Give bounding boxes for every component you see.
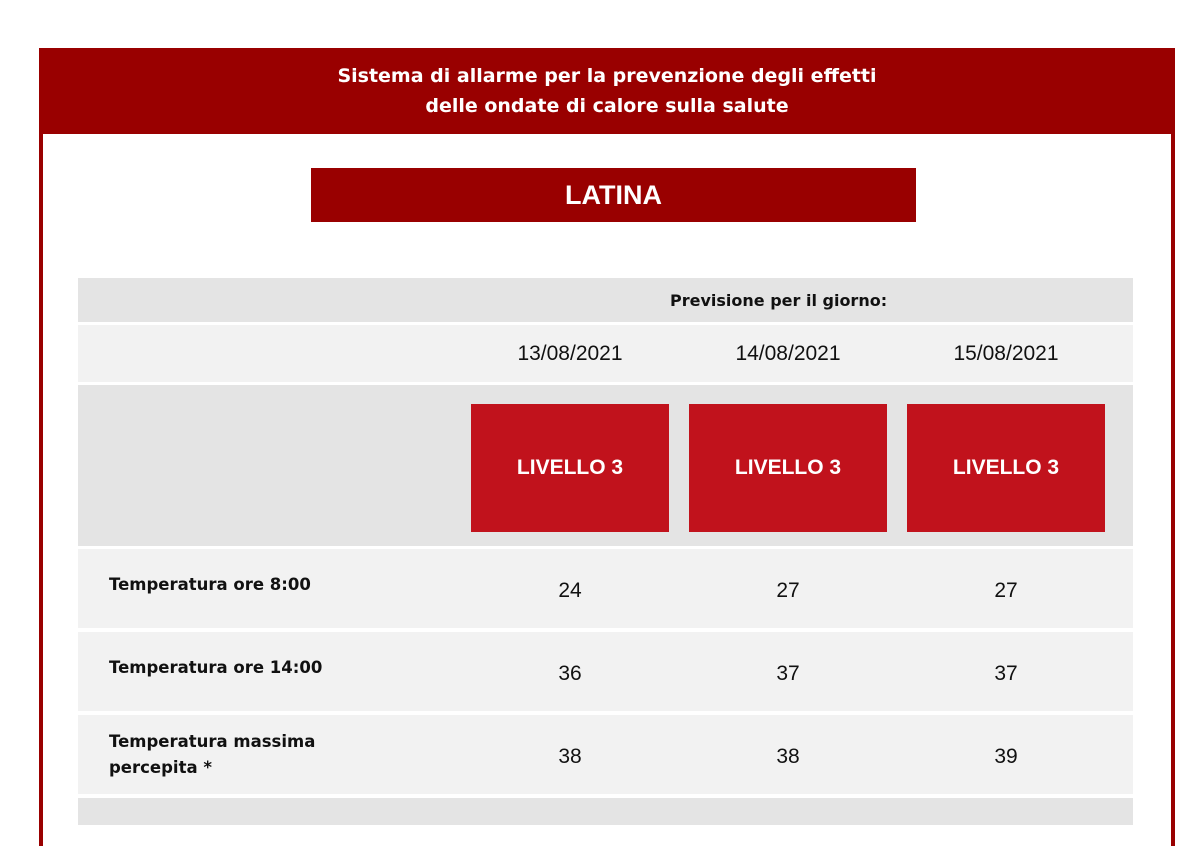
- header-banner: Sistema di allarme per la prevenzione de…: [39, 48, 1175, 134]
- forecast-header-row: Previsione per il giorno:: [78, 278, 1133, 322]
- level-badge-day-1: LIVELLO 3: [471, 404, 669, 532]
- table-footer-row: [78, 798, 1133, 825]
- header-title-line1: Sistema di allarme per la prevenzione de…: [337, 65, 877, 87]
- date-day-1: 13/08/2021: [517, 341, 623, 365]
- row-label-perceived-max: Temperatura massima percepita *: [109, 729, 409, 781]
- row-label-temp-8: Temperatura ore 8:00: [109, 575, 311, 594]
- temp-8-day-3: 27: [994, 579, 1018, 602]
- forecast-label: Previsione per il giorno:: [670, 290, 888, 310]
- date-day-3: 15/08/2021: [953, 341, 1059, 365]
- temp-8-day-2: 27: [776, 579, 800, 602]
- perceived-max-day-2: 38: [776, 745, 800, 768]
- row-label-perceived-max-line1: Temperatura massima: [109, 732, 316, 751]
- level-badge-day-3: LIVELLO 3: [907, 404, 1105, 532]
- temp-14-day-3: 37: [994, 662, 1018, 685]
- table-row: Temperatura ore 8:00 24 27 27: [78, 549, 1133, 628]
- row-label-temp-14: Temperatura ore 14:00: [109, 658, 323, 677]
- table-row: Temperatura massima percepita * 38 38 39: [78, 715, 1133, 794]
- levels-row: LIVELLO 3 LIVELLO 3 LIVELLO 3: [78, 385, 1133, 546]
- perceived-max-day-3: 39: [994, 745, 1018, 768]
- city-title: LATINA: [311, 168, 916, 222]
- header-title-line2: delle ondate di calore sulla salute: [425, 95, 789, 117]
- temp-14-day-2: 37: [776, 662, 800, 685]
- row-label-perceived-max-line2: percepita *: [109, 758, 212, 777]
- perceived-max-day-1: 38: [558, 745, 582, 768]
- table-row: Temperatura ore 14:00 36 37 37: [78, 632, 1133, 711]
- temp-14-day-1: 36: [558, 662, 582, 685]
- dates-row: 13/08/2021 14/08/2021 15/08/2021: [78, 325, 1133, 382]
- level-badge-day-2: LIVELLO 3: [689, 404, 887, 532]
- temp-8-day-1: 24: [558, 579, 582, 602]
- date-day-2: 14/08/2021: [735, 341, 841, 365]
